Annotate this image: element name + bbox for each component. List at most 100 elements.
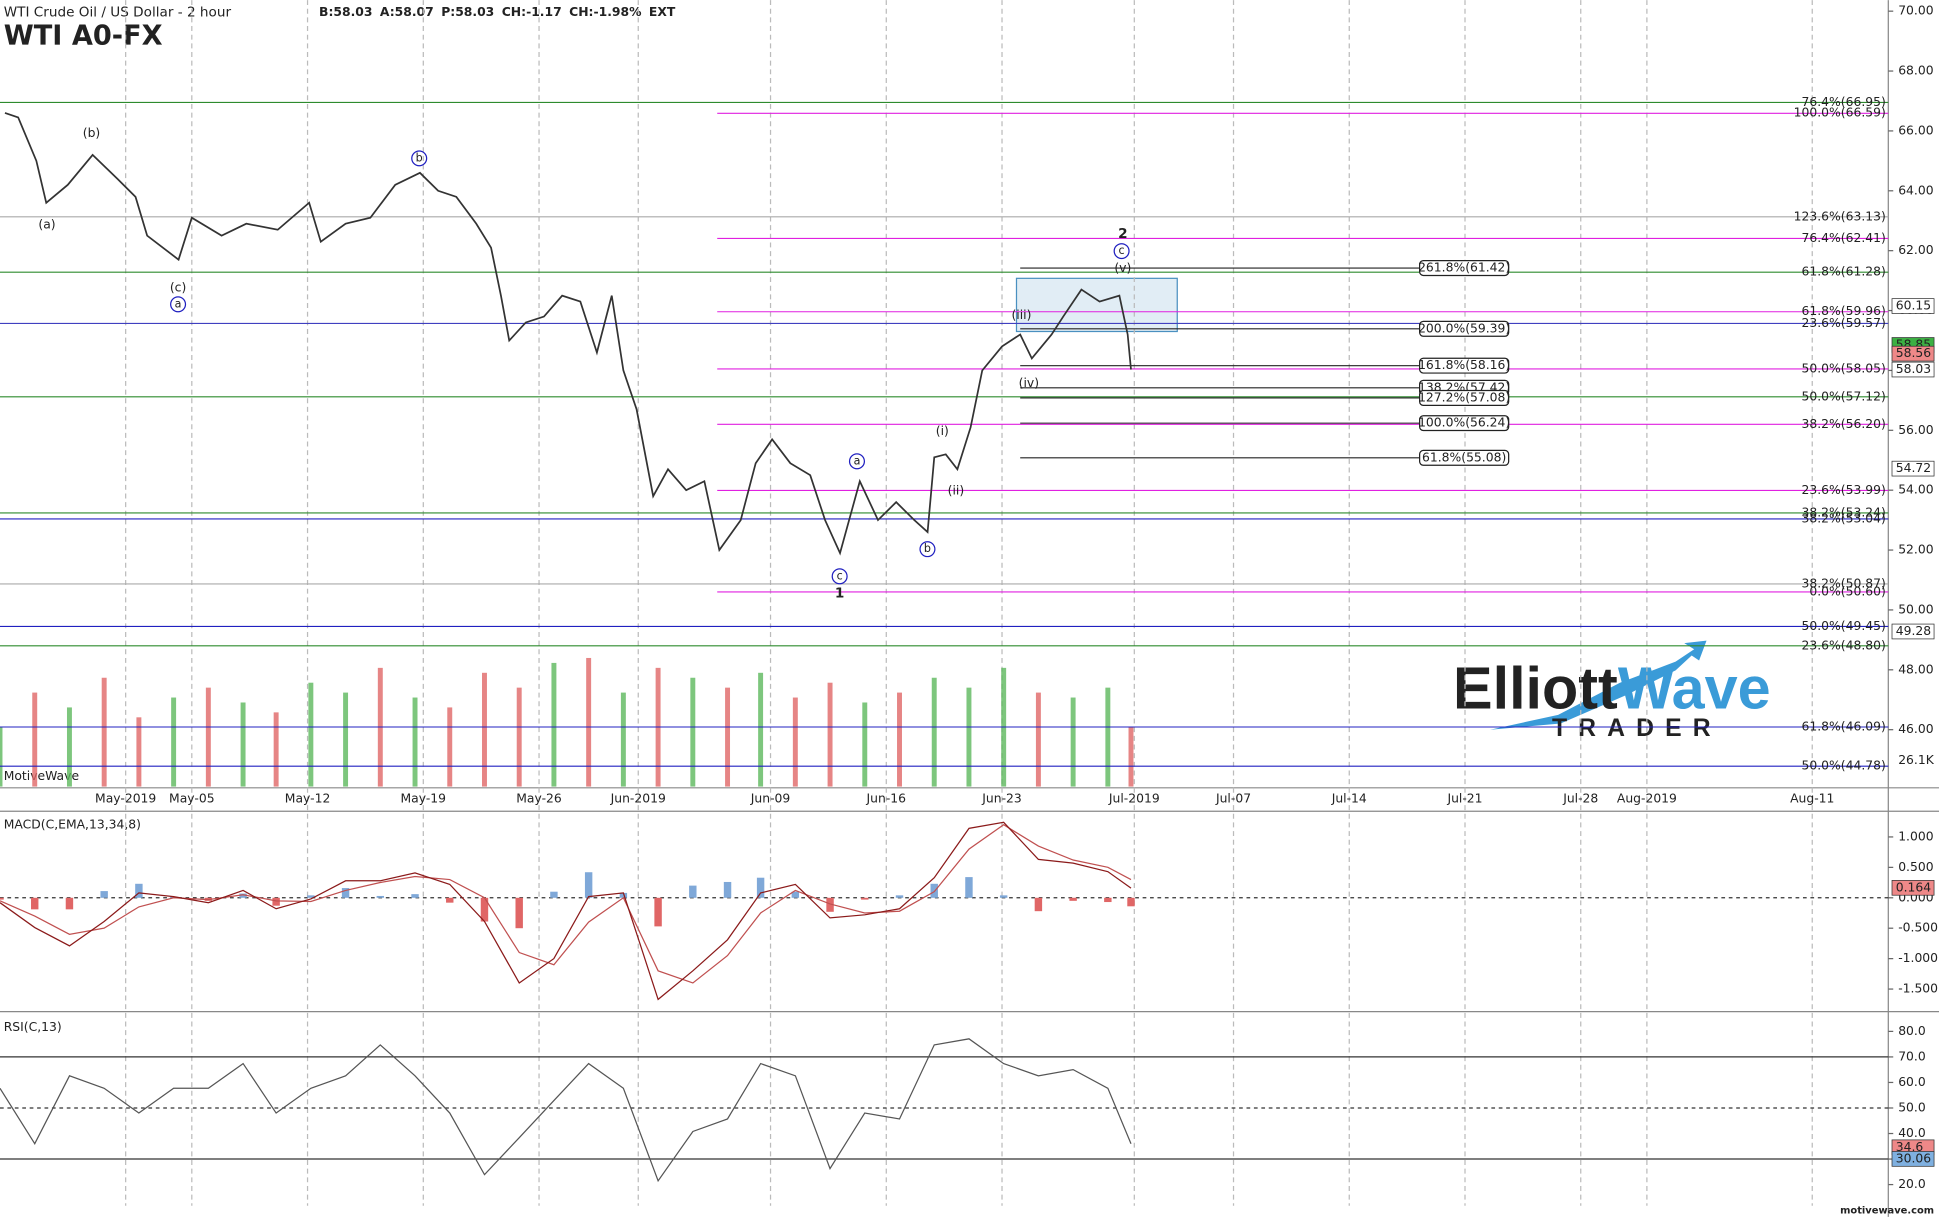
volume-bar (343, 692, 349, 787)
histogram-bar (376, 895, 385, 898)
x-tick-label: May-26 (516, 791, 562, 805)
series-line (0, 824, 1132, 984)
wave-label: 1 (835, 586, 844, 602)
logo: ElliottWave (1453, 654, 1771, 721)
quote-item: B:58.03 (319, 5, 372, 19)
fib-label: 61.8%(59.96) (1802, 304, 1886, 318)
y-tick-label: 40.0 (1898, 1126, 1926, 1140)
wave-label: b (924, 542, 931, 555)
volume-bar (273, 712, 279, 787)
wave-label: (ii) (948, 484, 965, 498)
fib-label: 50.0%(58.05) (1802, 361, 1886, 375)
price-badge (1891, 1151, 1935, 1167)
y-tick-label: 70.0 (1898, 1049, 1926, 1063)
y-tick-label: 68.00 (1898, 64, 1934, 78)
histogram-bar (65, 897, 74, 910)
histogram-bar (272, 897, 280, 906)
fib-label: 50.0%(44.78) (1802, 759, 1886, 773)
y-tick-label: 50.0 (1898, 1100, 1926, 1114)
histogram-bar (515, 897, 523, 929)
x-tick-label: May-2019 (95, 791, 156, 805)
price-badge-label: 54.72 (1896, 461, 1931, 475)
projection-box (1419, 320, 1510, 337)
volume-bar (690, 677, 696, 787)
fib-label: 61.8%(46.09) (1802, 719, 1886, 733)
histogram-bar (723, 881, 732, 898)
fib-label: 0.0%(50.60) (1809, 584, 1885, 598)
y-tick-label: -1.500 (1898, 982, 1938, 996)
series-line (0, 821, 1132, 1001)
wave-circle (848, 453, 866, 470)
volume-bar (1105, 687, 1111, 787)
histogram-bar (791, 891, 800, 898)
fib-label: 50.0%(57.12) (1802, 389, 1886, 403)
fib-label: 61.8%(61.28) (1802, 265, 1886, 279)
panel-title: MACD(C,EMA,13,34,8) (4, 817, 141, 831)
quote-item: A:58.07 (380, 5, 434, 19)
logo-part: Elliott (1453, 654, 1618, 721)
logo-part: Wave (1618, 654, 1771, 721)
wave-label: (iii) (1011, 308, 1031, 322)
fib-label: 100.0%(66.59) (1794, 106, 1886, 120)
wave-label: c (837, 569, 843, 582)
volume-bar (136, 717, 142, 787)
volume-bar (1128, 727, 1134, 787)
volume-bar (586, 657, 592, 787)
histogram-bar (1034, 897, 1043, 912)
projection-label: 161.8%(58.16) (1418, 358, 1510, 372)
site: motivewave.com (1840, 1206, 1934, 1217)
price-badge (1891, 880, 1935, 896)
fib-label: 23.6%(53.99) (1802, 483, 1886, 497)
histogram-bar (965, 877, 973, 898)
price-badge-label: 34.6 (1896, 1140, 1924, 1154)
histogram-bar (756, 877, 765, 898)
y-tick-label: 64.00 (1898, 183, 1934, 197)
wave-label: (b) (83, 126, 101, 140)
projection-label: 127.2%(57.08) (1418, 390, 1510, 404)
price-badge-label: 58.56 (1896, 346, 1932, 360)
fib-label: 38.2%(53.04) (1802, 511, 1886, 525)
target-box (1015, 277, 1178, 333)
volume-bar (792, 697, 798, 787)
symbol: WTI A0-FX (4, 21, 163, 52)
histogram-bar (341, 888, 350, 898)
histogram-bar (411, 894, 419, 898)
histogram-bar (550, 891, 558, 898)
histogram-bar (654, 897, 662, 927)
y-tick-label: 80.0 (1898, 1024, 1926, 1038)
series-line (0, 1038, 1132, 1183)
wave-circle (919, 541, 936, 558)
histogram-bar (135, 883, 143, 898)
volume-bar (1035, 692, 1041, 787)
projection-box (1419, 260, 1510, 277)
volume-bar (308, 682, 314, 787)
wave-label: (c) (170, 281, 186, 295)
x-tick-label: Aug-2019 (1617, 791, 1677, 805)
fib-label: 38.2%(53.24) (1802, 505, 1886, 519)
wave-label: (v) (1114, 261, 1131, 275)
histogram-bar (307, 895, 315, 898)
y-tick-label: 1.000 (1898, 829, 1934, 843)
volume-bar (862, 702, 868, 787)
histogram-bar (689, 885, 697, 898)
series-line (4, 112, 1132, 556)
histogram-bar (861, 897, 869, 900)
volume-bar (240, 702, 246, 787)
price-badge-label: 30.06 (1896, 1151, 1932, 1165)
fib-label: 38.2%(56.20) (1802, 417, 1886, 431)
fib-label: 23.6%(59.57) (1802, 316, 1886, 330)
quote-item: EXT (649, 5, 676, 19)
price-badge-label: 0.164 (1896, 880, 1932, 894)
histogram-bar (619, 892, 628, 898)
projection-label: 261.8%(61.42) (1418, 261, 1510, 275)
x-tick-label: Jun-23 (981, 791, 1022, 805)
histogram-bar (239, 893, 247, 898)
y-tick-label: 66.00 (1898, 123, 1934, 137)
x-tick-label: Jul-07 (1215, 791, 1251, 805)
price-badge-label: 49.28 (1896, 624, 1932, 638)
histogram-bar (826, 897, 834, 912)
x-tick-label: Jun-2019 (610, 791, 666, 805)
fib-label: 76.4%(66.95) (1802, 95, 1886, 109)
